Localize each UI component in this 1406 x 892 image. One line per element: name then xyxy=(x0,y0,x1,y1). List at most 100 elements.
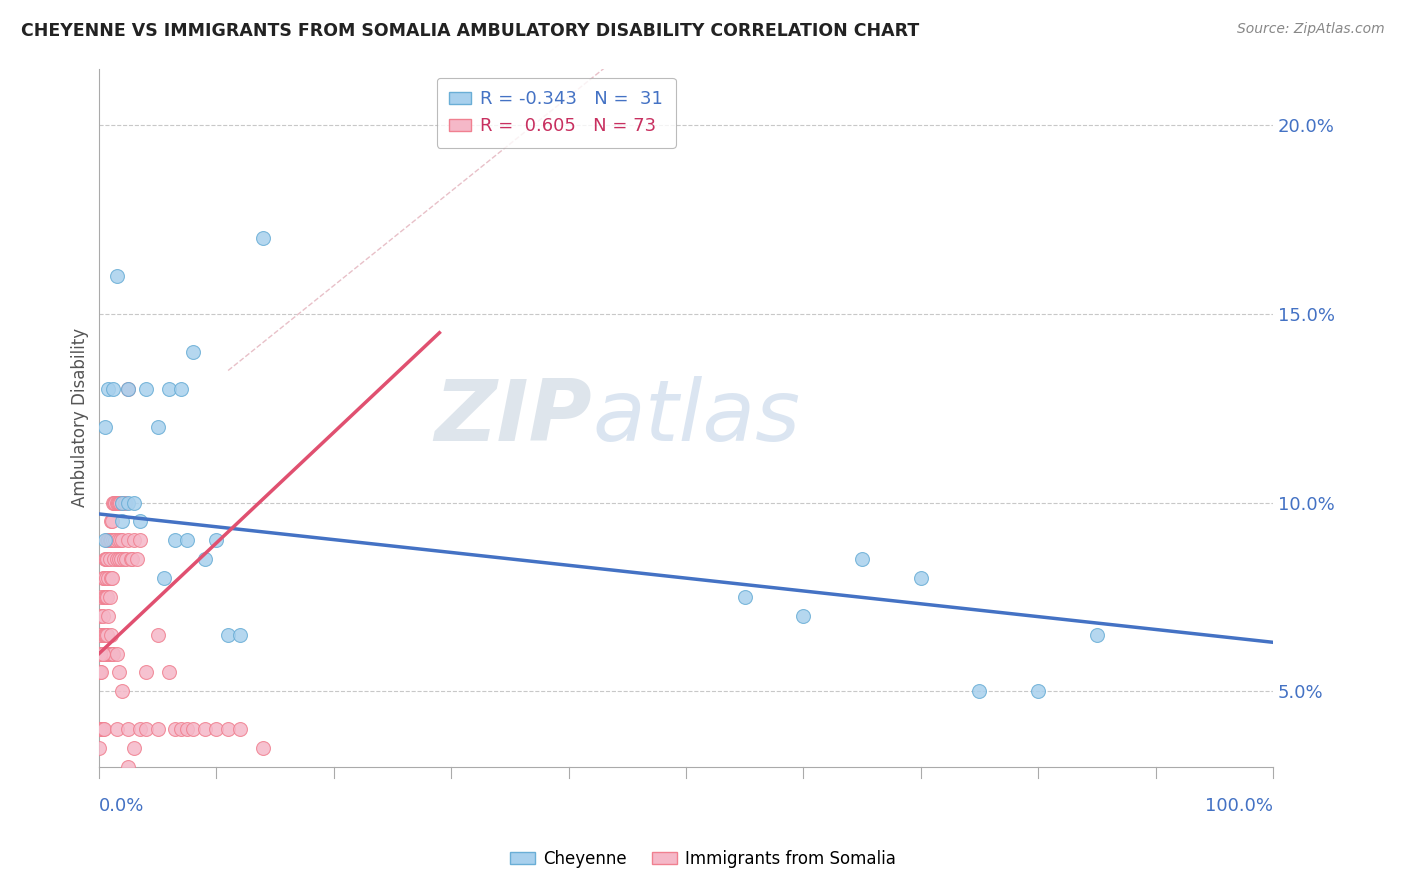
Text: 0.0%: 0.0% xyxy=(98,797,145,815)
Point xyxy=(90,665,112,680)
Point xyxy=(105,269,128,284)
Point xyxy=(117,495,139,509)
Point xyxy=(98,533,121,548)
Point xyxy=(101,647,124,661)
Point xyxy=(89,665,111,680)
Point xyxy=(176,722,198,736)
Point xyxy=(91,722,114,736)
Point xyxy=(93,571,115,585)
Point xyxy=(104,495,127,509)
Point xyxy=(1026,684,1049,698)
Point xyxy=(135,722,157,736)
Point xyxy=(94,628,117,642)
Point xyxy=(90,628,112,642)
Point xyxy=(94,647,117,661)
Point xyxy=(96,628,118,642)
Point xyxy=(110,552,132,566)
Point xyxy=(100,515,122,529)
Point xyxy=(87,741,110,756)
Point xyxy=(89,647,111,661)
Point xyxy=(105,722,128,736)
Point xyxy=(217,722,239,736)
Point xyxy=(96,552,118,566)
Point xyxy=(96,533,118,548)
Point xyxy=(97,383,120,397)
Point xyxy=(252,741,274,756)
Point xyxy=(792,608,814,623)
Point xyxy=(159,383,181,397)
Point xyxy=(122,741,145,756)
Point xyxy=(87,665,110,680)
Point xyxy=(94,552,117,566)
Point xyxy=(100,571,122,585)
Point xyxy=(87,647,110,661)
Point xyxy=(89,608,111,623)
Point xyxy=(229,628,252,642)
Point xyxy=(205,533,228,548)
Legend: Cheyenne, Immigrants from Somalia: Cheyenne, Immigrants from Somalia xyxy=(503,844,903,875)
Point xyxy=(101,495,124,509)
Point xyxy=(122,495,145,509)
Point xyxy=(97,533,120,548)
Point xyxy=(103,552,125,566)
Point xyxy=(94,420,117,434)
Point xyxy=(100,628,122,642)
Point xyxy=(94,647,117,661)
Point xyxy=(93,628,115,642)
Point xyxy=(146,722,169,736)
Point xyxy=(181,722,204,736)
Point xyxy=(851,552,873,566)
Point xyxy=(194,722,217,736)
Point xyxy=(252,231,274,245)
Point xyxy=(117,760,139,774)
Point xyxy=(181,344,204,359)
Point xyxy=(135,665,157,680)
Point xyxy=(91,628,114,642)
Point xyxy=(115,552,138,566)
Point xyxy=(91,571,114,585)
Point xyxy=(111,495,134,509)
Text: atlas: atlas xyxy=(592,376,800,459)
Point xyxy=(107,495,129,509)
Point xyxy=(93,628,115,642)
Point xyxy=(129,722,152,736)
Point xyxy=(94,571,117,585)
Point xyxy=(97,647,120,661)
Point xyxy=(94,552,117,566)
Point xyxy=(121,552,143,566)
Point xyxy=(93,590,115,604)
Point xyxy=(229,722,252,736)
Point xyxy=(101,515,124,529)
Point xyxy=(910,571,932,585)
Point xyxy=(117,722,139,736)
Point xyxy=(87,722,110,736)
Point xyxy=(114,495,136,509)
Point xyxy=(101,533,124,548)
Point xyxy=(117,533,139,548)
Point xyxy=(90,590,112,604)
Point xyxy=(125,552,148,566)
Point xyxy=(159,665,181,680)
Point xyxy=(165,533,187,548)
Point xyxy=(165,722,187,736)
Point xyxy=(94,590,117,604)
Point xyxy=(97,571,120,585)
Point xyxy=(112,552,135,566)
Point xyxy=(103,495,125,509)
Point xyxy=(176,533,198,548)
Point xyxy=(146,628,169,642)
Point xyxy=(101,647,124,661)
Point xyxy=(129,515,152,529)
Point xyxy=(108,533,131,548)
Point xyxy=(108,495,131,509)
Point xyxy=(734,590,756,604)
Point xyxy=(217,628,239,642)
Point xyxy=(108,552,131,566)
Point xyxy=(105,647,128,661)
Point xyxy=(194,552,217,566)
Point xyxy=(94,533,117,548)
Point xyxy=(1085,628,1108,642)
Point xyxy=(89,722,111,736)
Point xyxy=(98,590,121,604)
Point xyxy=(98,647,121,661)
